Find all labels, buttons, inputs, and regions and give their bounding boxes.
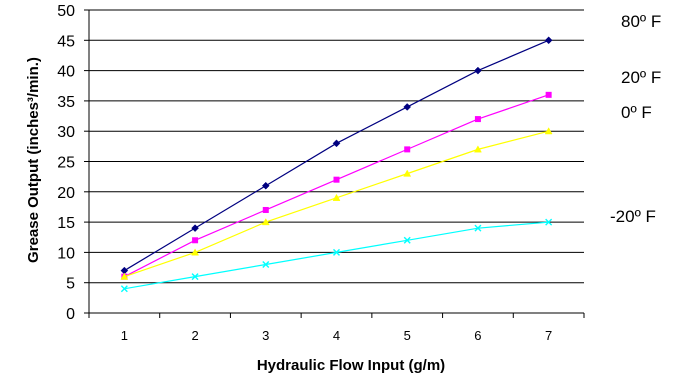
data-point-diamond [403,103,412,111]
data-point-diamond [191,224,199,233]
data-point-x [545,218,553,226]
data-point-diamond [261,181,270,190]
data-point-x [120,285,128,293]
data-point-diamond [332,139,341,148]
data-point-square [474,116,481,123]
data-point-x [403,236,411,244]
data-point-x-stroke [262,261,270,269]
series-lines [120,36,553,293]
x-tick-label: 7 [545,328,552,343]
data-point-x-stroke [403,236,411,244]
data-point-x [262,261,270,269]
data-point-x [191,273,199,281]
y-tick-label: 0 [66,306,75,323]
y-tick-label: 40 [57,64,75,81]
legend-label: 0º F [621,103,652,122]
data-point-diamond [474,66,482,75]
data-point-x [474,224,482,232]
y-tick-label: 10 [57,245,75,262]
legend-label: 20º F [621,68,661,87]
x-tick-label: 4 [333,328,340,343]
series-line [124,94,549,278]
series-4 [120,218,553,293]
data-point-triangle [120,272,129,280]
data-point-x [333,248,340,256]
data-point-triangle [403,169,412,177]
data-point-square [333,176,340,183]
x-tick-label: 5 [404,328,411,343]
y-tick-label: 35 [57,94,75,111]
data-point-triangle [544,127,553,135]
series-line [124,130,549,278]
y-tick-label: 50 [57,3,75,20]
legend-label: 80º F [621,12,661,31]
data-point-square [404,146,411,153]
x-tick-label: 1 [121,328,128,343]
data-point-square [192,237,199,244]
y-tick-label: 25 [57,155,75,172]
y-tick-label: 20 [57,185,75,202]
y-axis-title: Grease Output (inches³/min.) [25,57,42,263]
data-point-x-stroke [545,218,553,226]
x-axis-title: Hydraulic Flow Input (g/m) [257,357,445,374]
data-point-x-stroke [474,224,482,232]
data-point-square [262,206,269,213]
data-point-x-stroke [191,273,199,281]
data-point-triangle [261,218,270,226]
data-point-x-stroke [333,248,340,256]
data-point-triangle [191,248,199,256]
y-tick-label: 45 [57,33,75,50]
data-point-triangle [474,145,482,153]
x-tick-label: 2 [191,328,198,343]
data-point-triangle [332,193,341,201]
series-line [124,39,549,272]
data-point-square [545,91,552,98]
labels: Hydraulic Flow Input (g/m) Grease Output … [25,12,661,374]
data-point-diamond [544,36,553,45]
y-tick-label: 15 [57,215,75,232]
legend-label: -20º F [610,207,656,226]
x-tick-label: 6 [474,328,481,343]
data-point-x-stroke [120,285,128,293]
y-tick-label: 30 [57,124,75,141]
y-tick-label: 5 [66,276,75,293]
series-1 [120,36,553,275]
x-tick-label: 3 [262,328,269,343]
series-3 [120,127,553,280]
